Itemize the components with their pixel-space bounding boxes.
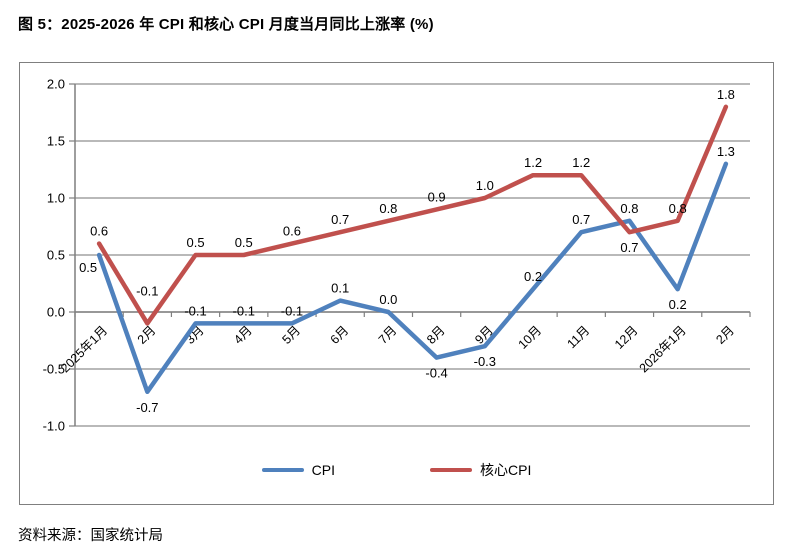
x-category-label: 2月 bbox=[135, 323, 159, 347]
cpi-data-label: 1.3 bbox=[717, 144, 735, 159]
cpi-data-label: 0.2 bbox=[524, 269, 542, 284]
cpi-data-label: 0.1 bbox=[331, 281, 349, 296]
legend-item-core-cpi: 核心CPI bbox=[430, 460, 531, 480]
cpi-data-label: -0.3 bbox=[474, 354, 496, 369]
core-cpi-data-label: 0.8 bbox=[379, 201, 397, 216]
x-category-label: 5月 bbox=[279, 323, 303, 347]
x-category-label: 12月 bbox=[612, 323, 641, 352]
core-cpi-data-label: 0.5 bbox=[235, 235, 253, 250]
cpi-data-label: -0.1 bbox=[184, 303, 206, 318]
cpi-line-swatch bbox=[261, 467, 304, 473]
core-cpi-data-label: 0.5 bbox=[186, 235, 204, 250]
cpi-data-label: 0.8 bbox=[620, 201, 638, 216]
y-tick-label: 1.0 bbox=[47, 191, 65, 206]
x-category-label: 11月 bbox=[564, 323, 592, 351]
core-cpi-data-label: 0.8 bbox=[669, 201, 687, 216]
core-cpi-data-label: 1.0 bbox=[476, 178, 494, 193]
cpi-data-label: 0.2 bbox=[669, 297, 687, 312]
legend-label-cpi: CPI bbox=[311, 462, 335, 478]
core-cpi-data-label: 1.8 bbox=[717, 87, 735, 102]
source-note: 资料来源：国家统计局 bbox=[18, 528, 163, 544]
core-cpi-data-label: 1.2 bbox=[572, 155, 590, 170]
y-tick-label: -1.0 bbox=[43, 419, 65, 434]
core-cpi-data-label: -0.1 bbox=[136, 283, 158, 298]
legend-label-core-cpi: 核心CPI bbox=[480, 462, 532, 478]
core-cpi-data-label: 1.2 bbox=[524, 155, 542, 170]
cpi-data-label: -0.4 bbox=[425, 366, 447, 381]
x-category-label: 7月 bbox=[376, 323, 400, 347]
x-category-label: 6月 bbox=[328, 323, 352, 347]
x-category-label: 4月 bbox=[231, 323, 255, 347]
x-category-label: 2026年1月 bbox=[637, 323, 689, 375]
y-tick-label: 0.5 bbox=[47, 248, 65, 263]
y-tick-label: 2.0 bbox=[47, 77, 65, 92]
x-category-label: 2月 bbox=[713, 323, 737, 347]
y-tick-label: 1.5 bbox=[47, 134, 65, 149]
core-cpi-line bbox=[96, 104, 729, 326]
core-cpi-line-swatch bbox=[430, 467, 472, 473]
y-tick-label: -0.5 bbox=[43, 362, 65, 377]
x-category-label: 8月 bbox=[424, 323, 448, 347]
cpi-data-label: 0.5 bbox=[79, 260, 97, 275]
x-category-label: 2025年1月 bbox=[58, 323, 110, 375]
cpi-data-label: 0.0 bbox=[379, 292, 397, 307]
x-category-label: 10月 bbox=[516, 323, 545, 352]
cpi-data-label: 0.7 bbox=[572, 212, 590, 227]
core-cpi-data-label: 0.7 bbox=[331, 212, 349, 227]
core-cpi-data-label: 0.7 bbox=[620, 240, 638, 255]
y-tick-label: 0.0 bbox=[47, 305, 65, 320]
chart-legend: CPI 核心CPI bbox=[20, 460, 773, 480]
cpi-data-label: -0.1 bbox=[233, 303, 255, 318]
figure-title: 图 5：2025-2026 年 CPI 和核心 CPI 月度当月同比上涨率 (%… bbox=[18, 16, 434, 33]
cpi-data-label: -0.1 bbox=[281, 303, 303, 318]
core-cpi-data-label: 0.6 bbox=[90, 224, 108, 239]
core-cpi-data-label: 0.9 bbox=[428, 189, 446, 204]
cpi-data-label: -0.7 bbox=[136, 400, 158, 415]
core-cpi-data-label: 0.6 bbox=[283, 224, 301, 239]
chart-container: 2.0 1.5 1.0 0.5 0.0 -0.5 -1.0 2025年1月 2月 3月 4月 5月 6月… bbox=[19, 62, 774, 505]
legend-item-cpi: CPI bbox=[261, 462, 335, 478]
